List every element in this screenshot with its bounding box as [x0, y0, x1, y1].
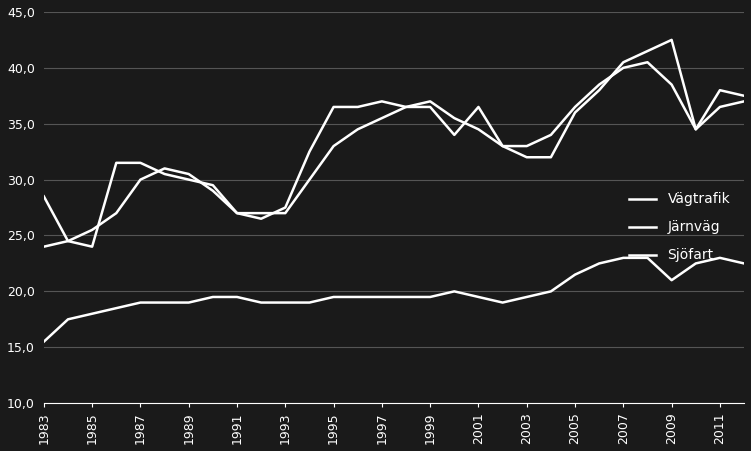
Järnväg	[450, 115, 459, 121]
Sjöfart	[450, 289, 459, 294]
Sjöfart	[522, 294, 531, 299]
Vägtrafik	[716, 87, 725, 93]
Vägtrafik	[39, 193, 48, 199]
Järnväg	[716, 104, 725, 110]
Järnväg	[136, 177, 145, 182]
Vägtrafik	[112, 160, 121, 166]
Sjöfart	[377, 294, 386, 299]
Järnväg	[281, 211, 290, 216]
Vägtrafik	[329, 104, 338, 110]
Vägtrafik	[184, 177, 193, 182]
Legend: Vägtrafik, Järnväg, Sjöfart: Vägtrafik, Järnväg, Sjöfart	[622, 185, 737, 269]
Vägtrafik	[426, 104, 435, 110]
Sjöfart	[547, 289, 556, 294]
Vägtrafik	[64, 239, 73, 244]
Järnväg	[571, 104, 580, 110]
Järnväg	[208, 188, 217, 193]
Sjöfart	[619, 255, 628, 261]
Sjöfart	[329, 294, 338, 299]
Vägtrafik	[450, 132, 459, 138]
Sjöfart	[474, 294, 483, 299]
Sjöfart	[353, 294, 362, 299]
Vägtrafik	[547, 155, 556, 160]
Vägtrafik	[257, 216, 266, 221]
Vägtrafik	[740, 93, 749, 98]
Järnväg	[88, 227, 97, 233]
Vägtrafik	[305, 149, 314, 154]
Järnväg	[474, 127, 483, 132]
Sjöfart	[233, 294, 242, 299]
Vägtrafik	[160, 171, 169, 177]
Järnväg	[377, 115, 386, 121]
Sjöfart	[571, 272, 580, 277]
Vägtrafik	[691, 127, 700, 132]
Vägtrafik	[571, 110, 580, 115]
Järnväg	[353, 127, 362, 132]
Järnväg	[305, 177, 314, 182]
Vägtrafik	[377, 99, 386, 104]
Järnväg	[619, 65, 628, 70]
Sjöfart	[88, 311, 97, 317]
Line: Vägtrafik: Vägtrafik	[44, 40, 744, 247]
Vägtrafik	[619, 60, 628, 65]
Järnväg	[667, 82, 676, 87]
Järnväg	[522, 143, 531, 149]
Vägtrafik	[88, 244, 97, 249]
Järnväg	[498, 143, 507, 149]
Vägtrafik	[353, 104, 362, 110]
Järnväg	[595, 82, 604, 87]
Sjöfart	[691, 261, 700, 266]
Järnväg	[402, 104, 411, 110]
Järnväg	[426, 99, 435, 104]
Järnväg	[184, 171, 193, 177]
Sjöfart	[64, 317, 73, 322]
Line: Järnväg: Järnväg	[44, 62, 744, 247]
Järnväg	[740, 99, 749, 104]
Vägtrafik	[498, 143, 507, 149]
Vägtrafik	[233, 211, 242, 216]
Järnväg	[547, 132, 556, 138]
Sjöfart	[595, 261, 604, 266]
Sjöfart	[184, 300, 193, 305]
Sjöfart	[643, 255, 652, 261]
Vägtrafik	[136, 160, 145, 166]
Sjöfart	[39, 339, 48, 345]
Järnväg	[643, 60, 652, 65]
Sjöfart	[257, 300, 266, 305]
Järnväg	[112, 211, 121, 216]
Sjöfart	[136, 300, 145, 305]
Vägtrafik	[595, 87, 604, 93]
Sjöfart	[281, 300, 290, 305]
Järnväg	[329, 143, 338, 149]
Sjöfart	[667, 277, 676, 283]
Sjöfart	[305, 300, 314, 305]
Järnväg	[257, 211, 266, 216]
Sjöfart	[716, 255, 725, 261]
Vägtrafik	[643, 48, 652, 54]
Järnväg	[233, 211, 242, 216]
Vägtrafik	[281, 205, 290, 210]
Järnväg	[691, 127, 700, 132]
Vägtrafik	[208, 183, 217, 188]
Järnväg	[160, 166, 169, 171]
Line: Sjöfart: Sjöfart	[44, 258, 744, 342]
Sjöfart	[498, 300, 507, 305]
Vägtrafik	[474, 104, 483, 110]
Vägtrafik	[522, 155, 531, 160]
Vägtrafik	[667, 37, 676, 42]
Sjöfart	[208, 294, 217, 299]
Järnväg	[64, 239, 73, 244]
Vägtrafik	[402, 104, 411, 110]
Sjöfart	[426, 294, 435, 299]
Järnväg	[39, 244, 48, 249]
Sjöfart	[402, 294, 411, 299]
Sjöfart	[740, 261, 749, 266]
Sjöfart	[160, 300, 169, 305]
Sjöfart	[112, 305, 121, 311]
